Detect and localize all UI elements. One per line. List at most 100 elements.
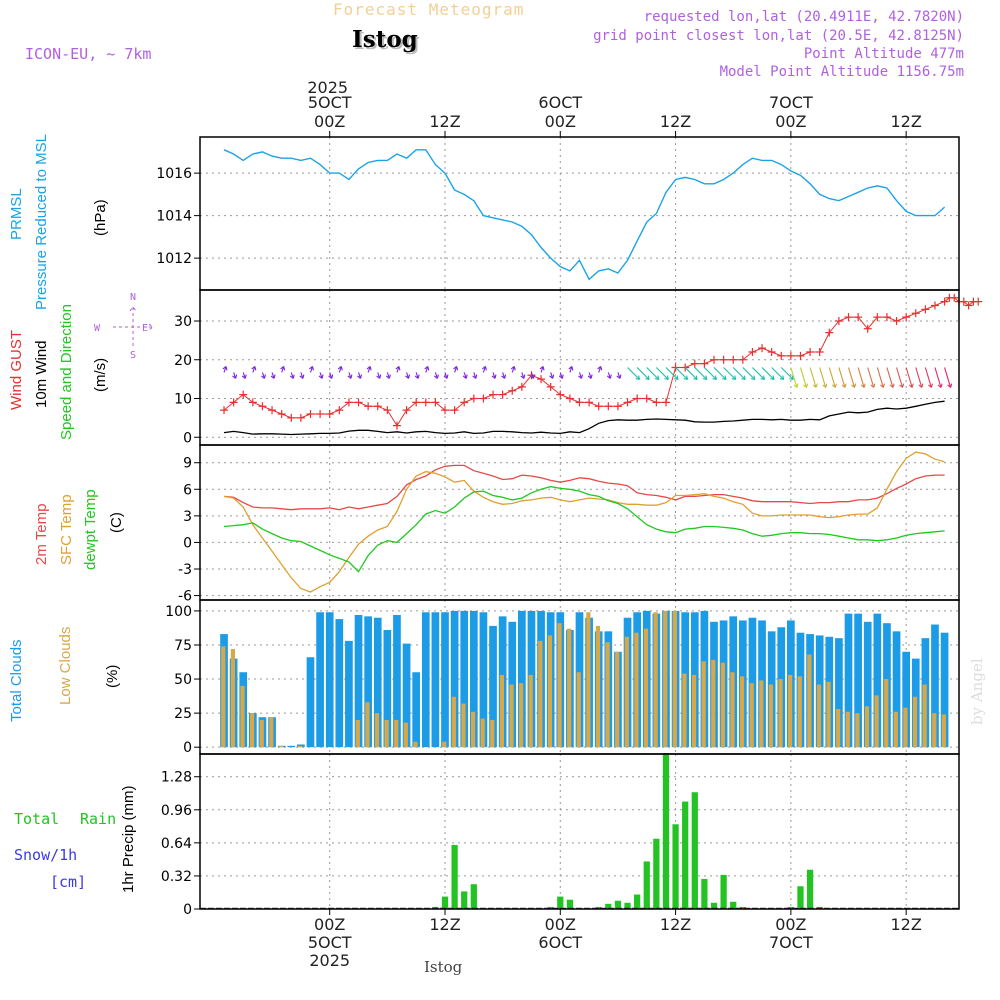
panel-frame [199, 753, 960, 910]
wind-direction-arrow [742, 367, 756, 380]
gust-point [786, 351, 795, 360]
wind-arrow-head [812, 383, 818, 388]
wind-arrow-head [299, 374, 305, 379]
temp2m-line [223, 464, 945, 511]
compass-n: N [130, 292, 136, 303]
wind-direction-arrow [713, 367, 727, 380]
total-cloud-bar [383, 629, 392, 748]
wind-arrow-head [510, 366, 516, 371]
low-cloud-bar [864, 706, 870, 748]
wind-direction-arrow [665, 367, 679, 380]
wind-direction-arrow [684, 367, 698, 380]
wind-arrow-head [918, 383, 924, 388]
low-cloud-bar [912, 696, 918, 748]
total-cloud-bar [316, 612, 324, 748]
ytick-label: 9 [183, 456, 192, 472]
wind-line [223, 400, 945, 436]
gust-point [815, 348, 824, 356]
wind-arrow-head [789, 375, 794, 381]
panel-frame [199, 444, 960, 601]
wind-arrow-head [721, 375, 727, 381]
total-cloud-bar [421, 612, 430, 748]
gust-point [604, 402, 613, 411]
wind-direction-arrow [617, 372, 621, 379]
wind-arrow-head [831, 383, 837, 388]
wind-arrow-head [309, 366, 314, 371]
wind-arrow-head [491, 374, 497, 379]
total-cloud-bar [902, 651, 911, 748]
wind-arrow-head [673, 375, 679, 381]
gust-point [854, 313, 863, 322]
wind-direction-arrow [300, 372, 304, 379]
low-cloud-bar [278, 745, 284, 748]
wind-direction-arrow [723, 367, 737, 380]
gust-point [287, 413, 296, 422]
gust-point [594, 402, 603, 411]
ytick-label: 0.96 [161, 803, 192, 819]
gust-point [431, 398, 440, 407]
rain-bar [547, 906, 554, 909]
total-cloud-bar [460, 610, 469, 748]
requested-coords: requested lon,lat (20.4911E, 42.7820N) [643, 9, 964, 25]
wind-direction-arrow [771, 367, 785, 380]
low-cloud-bar [682, 673, 687, 748]
gust-point [585, 398, 594, 407]
low-cloud-bar [903, 707, 908, 748]
wind-arrow-head [405, 374, 411, 379]
low-cloud-bar [922, 684, 927, 748]
wind-arrow-head [889, 383, 895, 388]
wind-arrow-head [693, 375, 698, 381]
rain-bar [720, 874, 727, 909]
wind-direction-arrow [521, 372, 525, 379]
wind-arrow-head [270, 374, 276, 379]
total-cloud-bar [489, 625, 497, 748]
rain-bar [441, 896, 449, 909]
wind-direction-arrow [924, 367, 932, 388]
wind-arrow-head [261, 374, 266, 379]
low-cloud-bar [547, 635, 553, 748]
wind-arrow-head [851, 383, 857, 388]
gust-point [959, 297, 968, 306]
gust-point [710, 355, 719, 364]
top-hour-label: 12Z [429, 112, 460, 131]
bottom-hour-label: 12Z [890, 915, 921, 934]
wind-direction-arrow [627, 367, 640, 380]
ytick-label: -3 [178, 562, 192, 578]
low-cloud-bar [807, 654, 812, 748]
ytick-label: 100 [165, 604, 192, 620]
wind-direction-arrow [348, 372, 352, 379]
low-cloud-bar [730, 672, 735, 748]
low-cloud-bar [691, 674, 697, 748]
total-cloud-bar [325, 612, 334, 748]
wind-arrow-head [289, 374, 295, 379]
top-hour-label: 00Z [314, 112, 345, 131]
wind-direction-arrow [550, 372, 554, 379]
rain-bar [682, 801, 689, 909]
low-cloud-bar [836, 709, 841, 748]
low-cloud-bar [499, 674, 505, 748]
rain-bar [662, 752, 670, 909]
rain-bar [595, 906, 602, 909]
wind-direction-arrow [905, 367, 913, 388]
top-hour-label: 12Z [660, 112, 691, 131]
gust-point [469, 394, 478, 403]
low-cloud-bar [567, 628, 572, 748]
wind-direction-arrow [809, 367, 817, 388]
wind-arrow-head [803, 383, 809, 388]
low-cloud-bar [394, 719, 399, 748]
total-cloud-bar [287, 745, 296, 748]
wind-direction-arrow [463, 372, 467, 379]
gust-point [738, 355, 747, 364]
wind-arrow-head [395, 366, 401, 371]
wind-arrow-head [908, 383, 914, 388]
rain-bar [643, 861, 650, 909]
ytick-label: 30 [174, 314, 192, 330]
wind-direction-arrow [607, 372, 611, 379]
gust-point [546, 382, 555, 391]
gust-point [268, 406, 277, 415]
low-cloud-bar [519, 683, 524, 748]
wind-arrow-head [568, 366, 574, 371]
low-cloud-bar [672, 610, 677, 748]
gust-point [296, 413, 305, 422]
